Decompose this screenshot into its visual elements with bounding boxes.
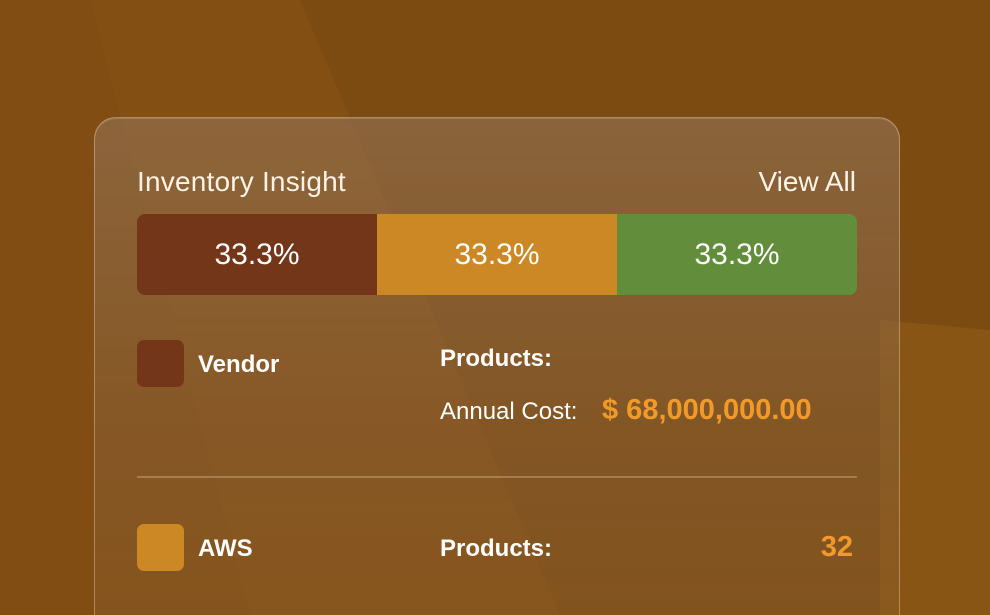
legend-row-vendor: Vendor Products: Annual Cost: $ 68,000,0… (137, 340, 857, 460)
card-title: Inventory Insight (137, 166, 346, 197)
vendor-annual-cost-label: Annual Cost: (440, 398, 578, 425)
aws-products-label: Products: (440, 535, 553, 562)
aws-swatch (137, 524, 184, 571)
segment-third-label: 33.3% (694, 237, 780, 271)
legend-row-aws: AWS Products: 32 (137, 524, 857, 584)
vendor-swatch (137, 340, 184, 387)
aws-name: AWS (198, 535, 253, 562)
vendor-products-label: Products: (440, 345, 553, 372)
vendor-name: Vendor (198, 351, 280, 378)
segment-third[interactable]: 33.3% (617, 214, 857, 295)
segment-vendor-label: 33.3% (214, 237, 300, 271)
row-divider (137, 476, 857, 478)
distribution-bar: 33.3% 33.3% 33.3% (137, 214, 857, 295)
segment-aws-label: 33.3% (454, 237, 540, 271)
view-all-link[interactable]: View All (758, 166, 856, 197)
aws-products-value: 32 (820, 531, 853, 563)
inventory-insight-card (94, 117, 900, 615)
vendor-annual-cost-value: $ 68,000,000.00 (602, 394, 812, 426)
segment-aws[interactable]: 33.3% (377, 214, 617, 295)
segment-vendor[interactable]: 33.3% (137, 214, 377, 295)
